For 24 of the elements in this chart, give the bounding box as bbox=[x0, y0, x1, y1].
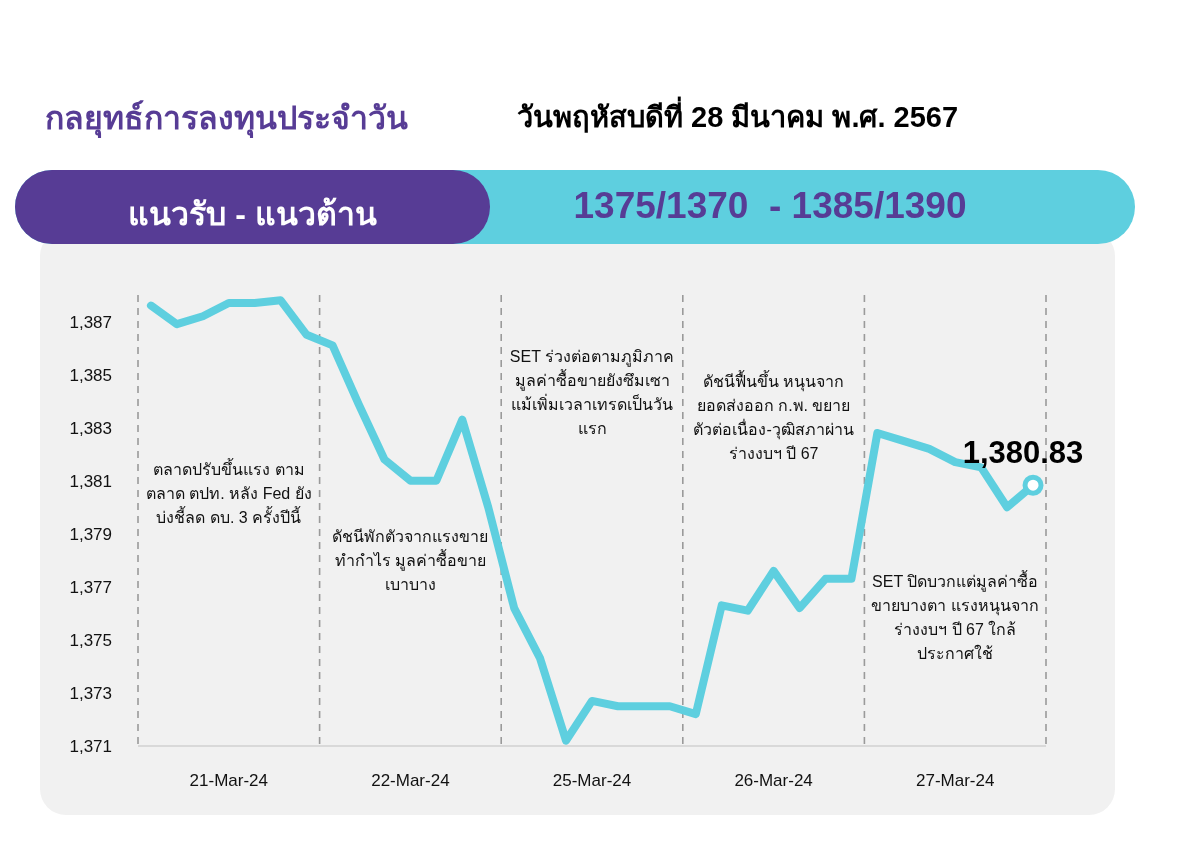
x-tick-label: 25-Mar-24 bbox=[552, 771, 632, 790]
annotation: SET ปิดบวกแต่มูลค่าซื้อขายบางตา แรงหนุนจากร่างงบฯ ปี 67 ใกล้ประกาศใช้ bbox=[870, 570, 1040, 664]
chart-title: กลยุทธ์การลงทุนประจำวัน bbox=[45, 99, 408, 140]
y-tick-label: 1,373 bbox=[69, 683, 112, 703]
chart-subtitle: วันพฤหัสบดีที่ 28 มีนาคม พ.ศ. 2567 bbox=[517, 95, 959, 135]
x-tick-label: 27-Mar-24 bbox=[915, 771, 995, 790]
x-tick-label: 21-Mar-24 bbox=[189, 771, 269, 790]
x-tick-label: 26-Mar-24 bbox=[734, 771, 813, 790]
text: แนวรับ - แนวต้าน bbox=[127, 195, 378, 234]
y-tick-label: 1,381 bbox=[69, 471, 112, 491]
y-tick-label: 1,371 bbox=[69, 737, 112, 756]
annotation: SET ร่วงต่อตามภูมิภาค มูลค่าซื้อขายยังซึมเซาแม้เพิ่มเวลาเทรดเป็นวันแรก bbox=[508, 347, 676, 439]
annotation: 1,380.83 bbox=[961, 435, 1085, 472]
y-tick-label: 1,383 bbox=[69, 418, 112, 438]
x-tick-label: 22-Mar-24 bbox=[371, 771, 450, 790]
y-tick-label: 1,379 bbox=[69, 524, 112, 544]
annotation: ดัชนีพักตัวจากแรงขายทำกำไร มูลค่าซื้อขายเบาบาง bbox=[331, 527, 490, 595]
y-tick-label: 1,375 bbox=[69, 630, 112, 650]
y-tick-label: 1,387 bbox=[69, 312, 112, 332]
annotation: ดัชนีฟื้นขึ้น หนุนจากยอดส่งออก ก.พ. ขยายตัวต่อเนื่อง-วุฒิสภาผ่านร่างงบฯ ปี 67 bbox=[692, 370, 855, 464]
y-tick-label: 1,377 bbox=[69, 577, 112, 597]
annotation: ตลาดปรับขึ้นแรง ตามตลาด ตปท. หลัง Fed ยังบ่งชี้ลด ดบ. 3 ครั้งปีนี้ bbox=[144, 458, 313, 528]
y-tick-label: 1,385 bbox=[69, 365, 112, 385]
text: 1375/1370 - 1385/1390 bbox=[572, 185, 968, 227]
